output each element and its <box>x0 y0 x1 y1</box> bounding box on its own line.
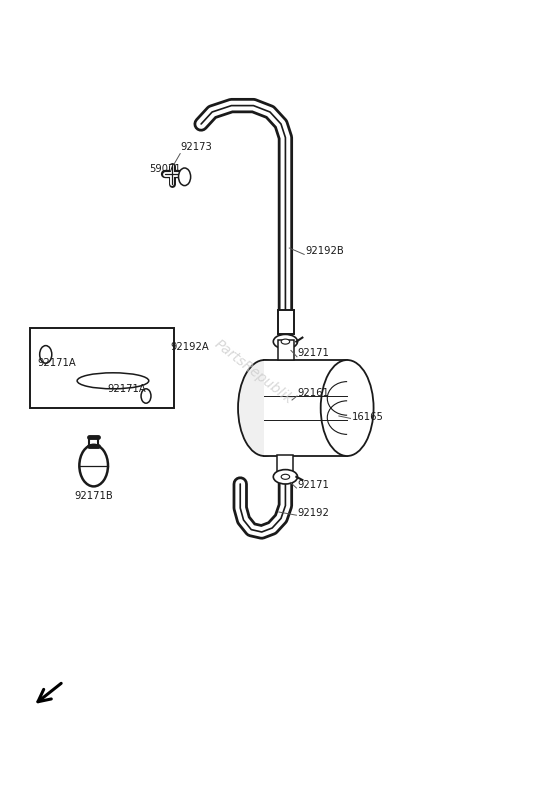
Ellipse shape <box>273 470 298 484</box>
Text: 92171A: 92171A <box>107 384 146 394</box>
Circle shape <box>40 346 52 363</box>
Ellipse shape <box>273 334 298 349</box>
Text: 92171: 92171 <box>298 479 329 490</box>
Ellipse shape <box>238 360 291 456</box>
Text: 92173: 92173 <box>181 142 213 152</box>
Text: 92192B: 92192B <box>305 246 344 256</box>
Bar <box>264 360 347 456</box>
Circle shape <box>79 445 108 486</box>
Text: 92171A: 92171A <box>37 358 76 368</box>
Ellipse shape <box>321 360 374 456</box>
Ellipse shape <box>77 373 149 389</box>
Text: PartsRepublik: PartsRepublik <box>212 337 295 407</box>
Bar <box>278 310 294 334</box>
Text: 92192: 92192 <box>298 508 329 518</box>
Circle shape <box>179 168 191 186</box>
Text: 16165: 16165 <box>352 411 383 422</box>
Text: 92171: 92171 <box>298 349 329 358</box>
Bar <box>278 340 294 360</box>
Text: 92171B: 92171B <box>74 491 113 501</box>
Text: 59071: 59071 <box>149 164 181 174</box>
Bar <box>30 328 174 408</box>
Circle shape <box>141 389 151 403</box>
Ellipse shape <box>281 339 290 344</box>
Text: 92161: 92161 <box>298 388 329 398</box>
Bar <box>277 455 293 476</box>
Ellipse shape <box>281 474 290 479</box>
Text: 92192A: 92192A <box>171 342 209 352</box>
